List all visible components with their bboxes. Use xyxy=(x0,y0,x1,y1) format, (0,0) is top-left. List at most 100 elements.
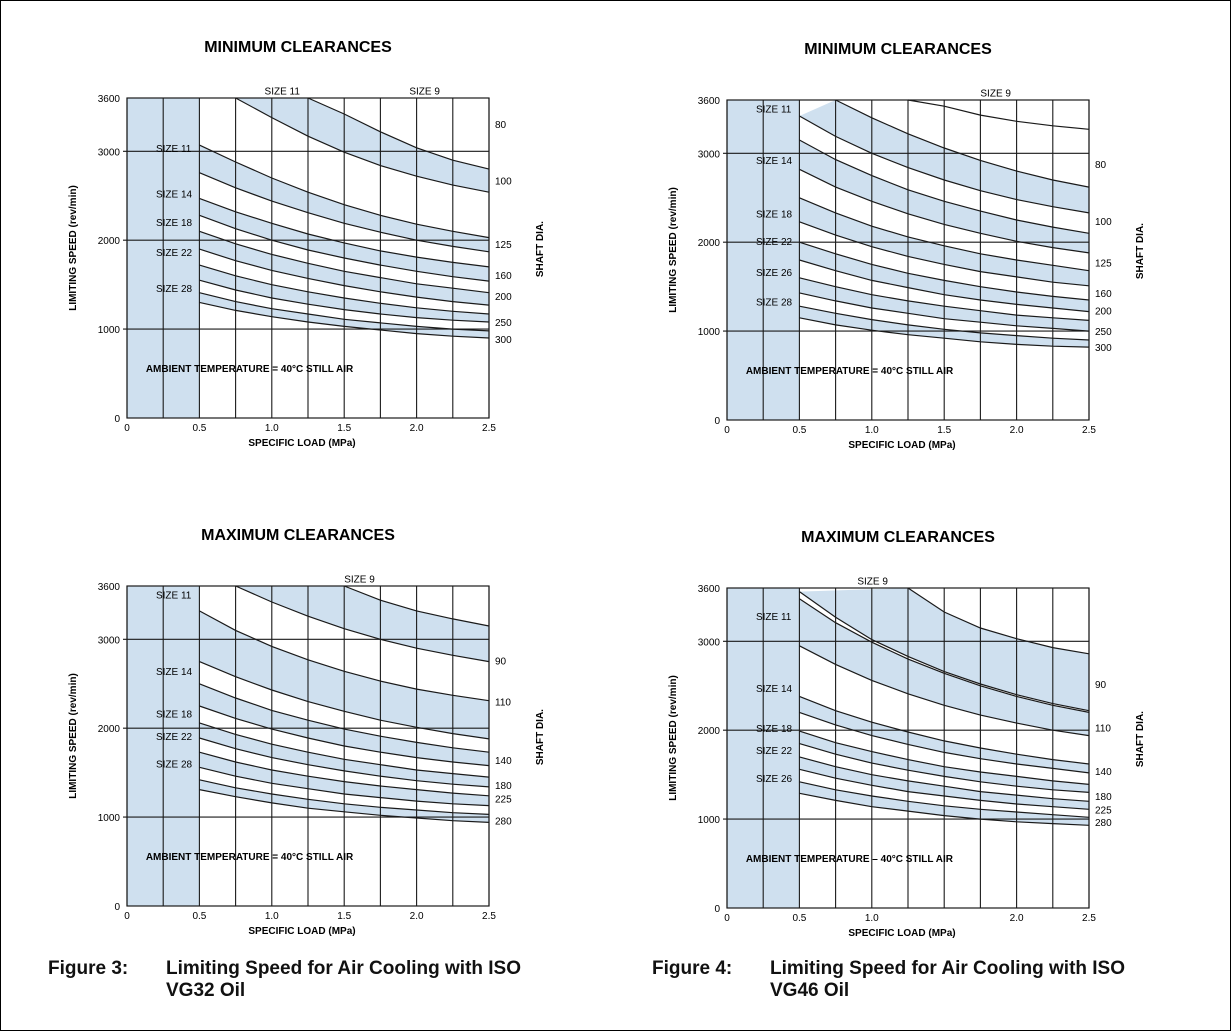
series-line-4 xyxy=(199,683,490,753)
shaft-dia-label: 250 xyxy=(495,318,512,329)
shaft-dia-label: 80 xyxy=(1095,160,1107,171)
x-tick-label: 0 xyxy=(124,423,130,434)
size-label: SIZE 9 xyxy=(344,574,375,585)
x-tick-label: 2.5 xyxy=(482,423,496,434)
size-label: SIZE 18 xyxy=(756,724,793,735)
shaft-dia-label: 125 xyxy=(495,240,512,251)
size-label: SIZE 11 xyxy=(156,590,192,601)
band-0 xyxy=(235,98,489,193)
series-line-11 xyxy=(199,301,490,339)
y-tick-label: 2000 xyxy=(98,236,121,247)
chart-title: MAXIMUM CLEARANCES xyxy=(201,527,395,544)
ambient-temperature-note: AMBIENT TEMPERATURE – 40°C STILL AIR xyxy=(746,854,954,865)
chart-min-clearances-vg32: MINIMUM CLEARANCES 0 1000 2000 3000 3600 0 0.5 1… xyxy=(60,36,580,466)
shaft-dia-label: 200 xyxy=(1095,307,1112,318)
series-line-2 xyxy=(199,610,490,702)
size-label: SIZE 18 xyxy=(156,218,193,229)
plot-frame xyxy=(126,585,490,907)
size-label: SIZE 22 xyxy=(156,248,193,259)
size-label: SIZE 9 xyxy=(857,576,888,587)
x-tick-label: 1.5 xyxy=(337,911,351,922)
x-tick-label: 1.0 xyxy=(265,911,279,922)
x-tick-label: 2.0 xyxy=(410,423,424,434)
y-tick-label: 3600 xyxy=(98,582,121,593)
size-label: SIZE 11 xyxy=(756,612,792,623)
x-tick-label: 1.0 xyxy=(865,913,879,924)
shaft-dia-label: 100 xyxy=(1095,217,1112,228)
series-line-10 xyxy=(799,781,1090,818)
size-label: SIZE 14 xyxy=(756,684,793,695)
y-tick-label: 3000 xyxy=(698,149,721,160)
series-line-6 xyxy=(799,221,1090,287)
shaft-dia-label: 225 xyxy=(1095,805,1112,816)
x-tick-label: 2.5 xyxy=(482,911,496,922)
y-tick-label: 1000 xyxy=(698,815,721,826)
y-tick-label: 1000 xyxy=(98,325,121,336)
y-axis-label: LIMITING SPEED (rev/min) xyxy=(668,675,679,801)
series-line-8 xyxy=(799,756,1090,802)
series-line-6 xyxy=(799,730,1090,785)
series-line-0 xyxy=(907,99,1090,130)
series-line-3 xyxy=(799,139,1090,234)
series-line-10 xyxy=(199,779,490,815)
ambient-temperature-note: AMBIENT TEMPERATURE = 40°C STILL AIR xyxy=(746,366,954,377)
y-tick-label: 3600 xyxy=(698,584,721,595)
size-label: SIZE 11 xyxy=(756,104,792,115)
shaft-dia-label: 90 xyxy=(495,657,507,668)
shaft-dia-label: 225 xyxy=(495,794,512,805)
size-label: SIZE 18 xyxy=(156,710,193,721)
shaft-dia-label: 140 xyxy=(495,756,512,767)
x-tick-label: 0.5 xyxy=(792,913,806,924)
size-label: SIZE 22 xyxy=(756,237,793,248)
y-tick-label: 3000 xyxy=(98,147,121,158)
series-line-9 xyxy=(199,766,490,807)
series-line-1 xyxy=(799,591,1090,712)
size-label: SIZE 28 xyxy=(156,284,193,295)
y-tick-label: 2000 xyxy=(98,724,121,735)
x-tick-label: 1.0 xyxy=(865,425,879,436)
shaft-dia-label: 200 xyxy=(495,292,512,303)
series-line-0 xyxy=(907,587,1090,655)
figure-4-title-cont: VG46 Oil xyxy=(770,980,850,1001)
x-tick-label: 0 xyxy=(724,425,730,436)
series-line-5 xyxy=(199,214,490,282)
figure-3-title-cont: VG32 Oil xyxy=(166,980,246,1001)
y-tick-label: 3600 xyxy=(698,96,721,107)
series-line-5 xyxy=(799,711,1090,774)
y-tick-label: 0 xyxy=(114,414,120,425)
series-line-4 xyxy=(799,695,1090,765)
band-2 xyxy=(799,696,1089,773)
series-line-2 xyxy=(799,115,1090,214)
x-axis-label: SPECIFIC LOAD (MPa) xyxy=(248,438,355,449)
series-line-11 xyxy=(799,792,1090,826)
series-line-3 xyxy=(199,172,490,253)
shaft-dia-label: 180 xyxy=(1095,792,1112,803)
figure-4-title: Limiting Speed for Air Cooling with ISO xyxy=(770,958,1126,979)
y-tick-label: 0 xyxy=(714,904,720,915)
shaft-dia-label: 300 xyxy=(1095,343,1112,354)
series-line-0 xyxy=(343,585,490,627)
shaft-dia-label: 90 xyxy=(1095,680,1107,691)
size-label: SIZE 14 xyxy=(156,667,193,678)
series-line-4 xyxy=(199,197,490,268)
series-line-0 xyxy=(307,97,490,170)
x-tick-label: 1.0 xyxy=(265,423,279,434)
series-line-6 xyxy=(199,722,490,778)
series-line-7 xyxy=(799,241,1090,301)
ambient-temperature-note: AMBIENT TEMPERATURE = 40°C STILL AIR xyxy=(146,852,354,863)
y-tick-label: 2000 xyxy=(698,726,721,737)
size-label: SIZE 22 xyxy=(156,732,193,743)
shaft-dia-label: 140 xyxy=(1095,767,1112,778)
series-line-8 xyxy=(199,751,490,797)
shaft-dia-label: 110 xyxy=(495,698,511,709)
shaft-dia-axis-label: SHAFT DIA. xyxy=(1135,711,1146,767)
x-axis-label: SPECIFIC LOAD (MPa) xyxy=(248,926,355,937)
series-line-5 xyxy=(199,705,490,767)
figure-4-number: Figure 4: xyxy=(652,958,733,979)
x-tick-label: 0 xyxy=(724,913,730,924)
band-4 xyxy=(199,265,489,322)
x-tick-label: 0 xyxy=(124,911,130,922)
figure-3-title: Limiting Speed for Air Cooling with ISO xyxy=(166,958,522,979)
size-label: SIZE 9 xyxy=(980,88,1011,99)
series-line-7 xyxy=(199,737,490,788)
